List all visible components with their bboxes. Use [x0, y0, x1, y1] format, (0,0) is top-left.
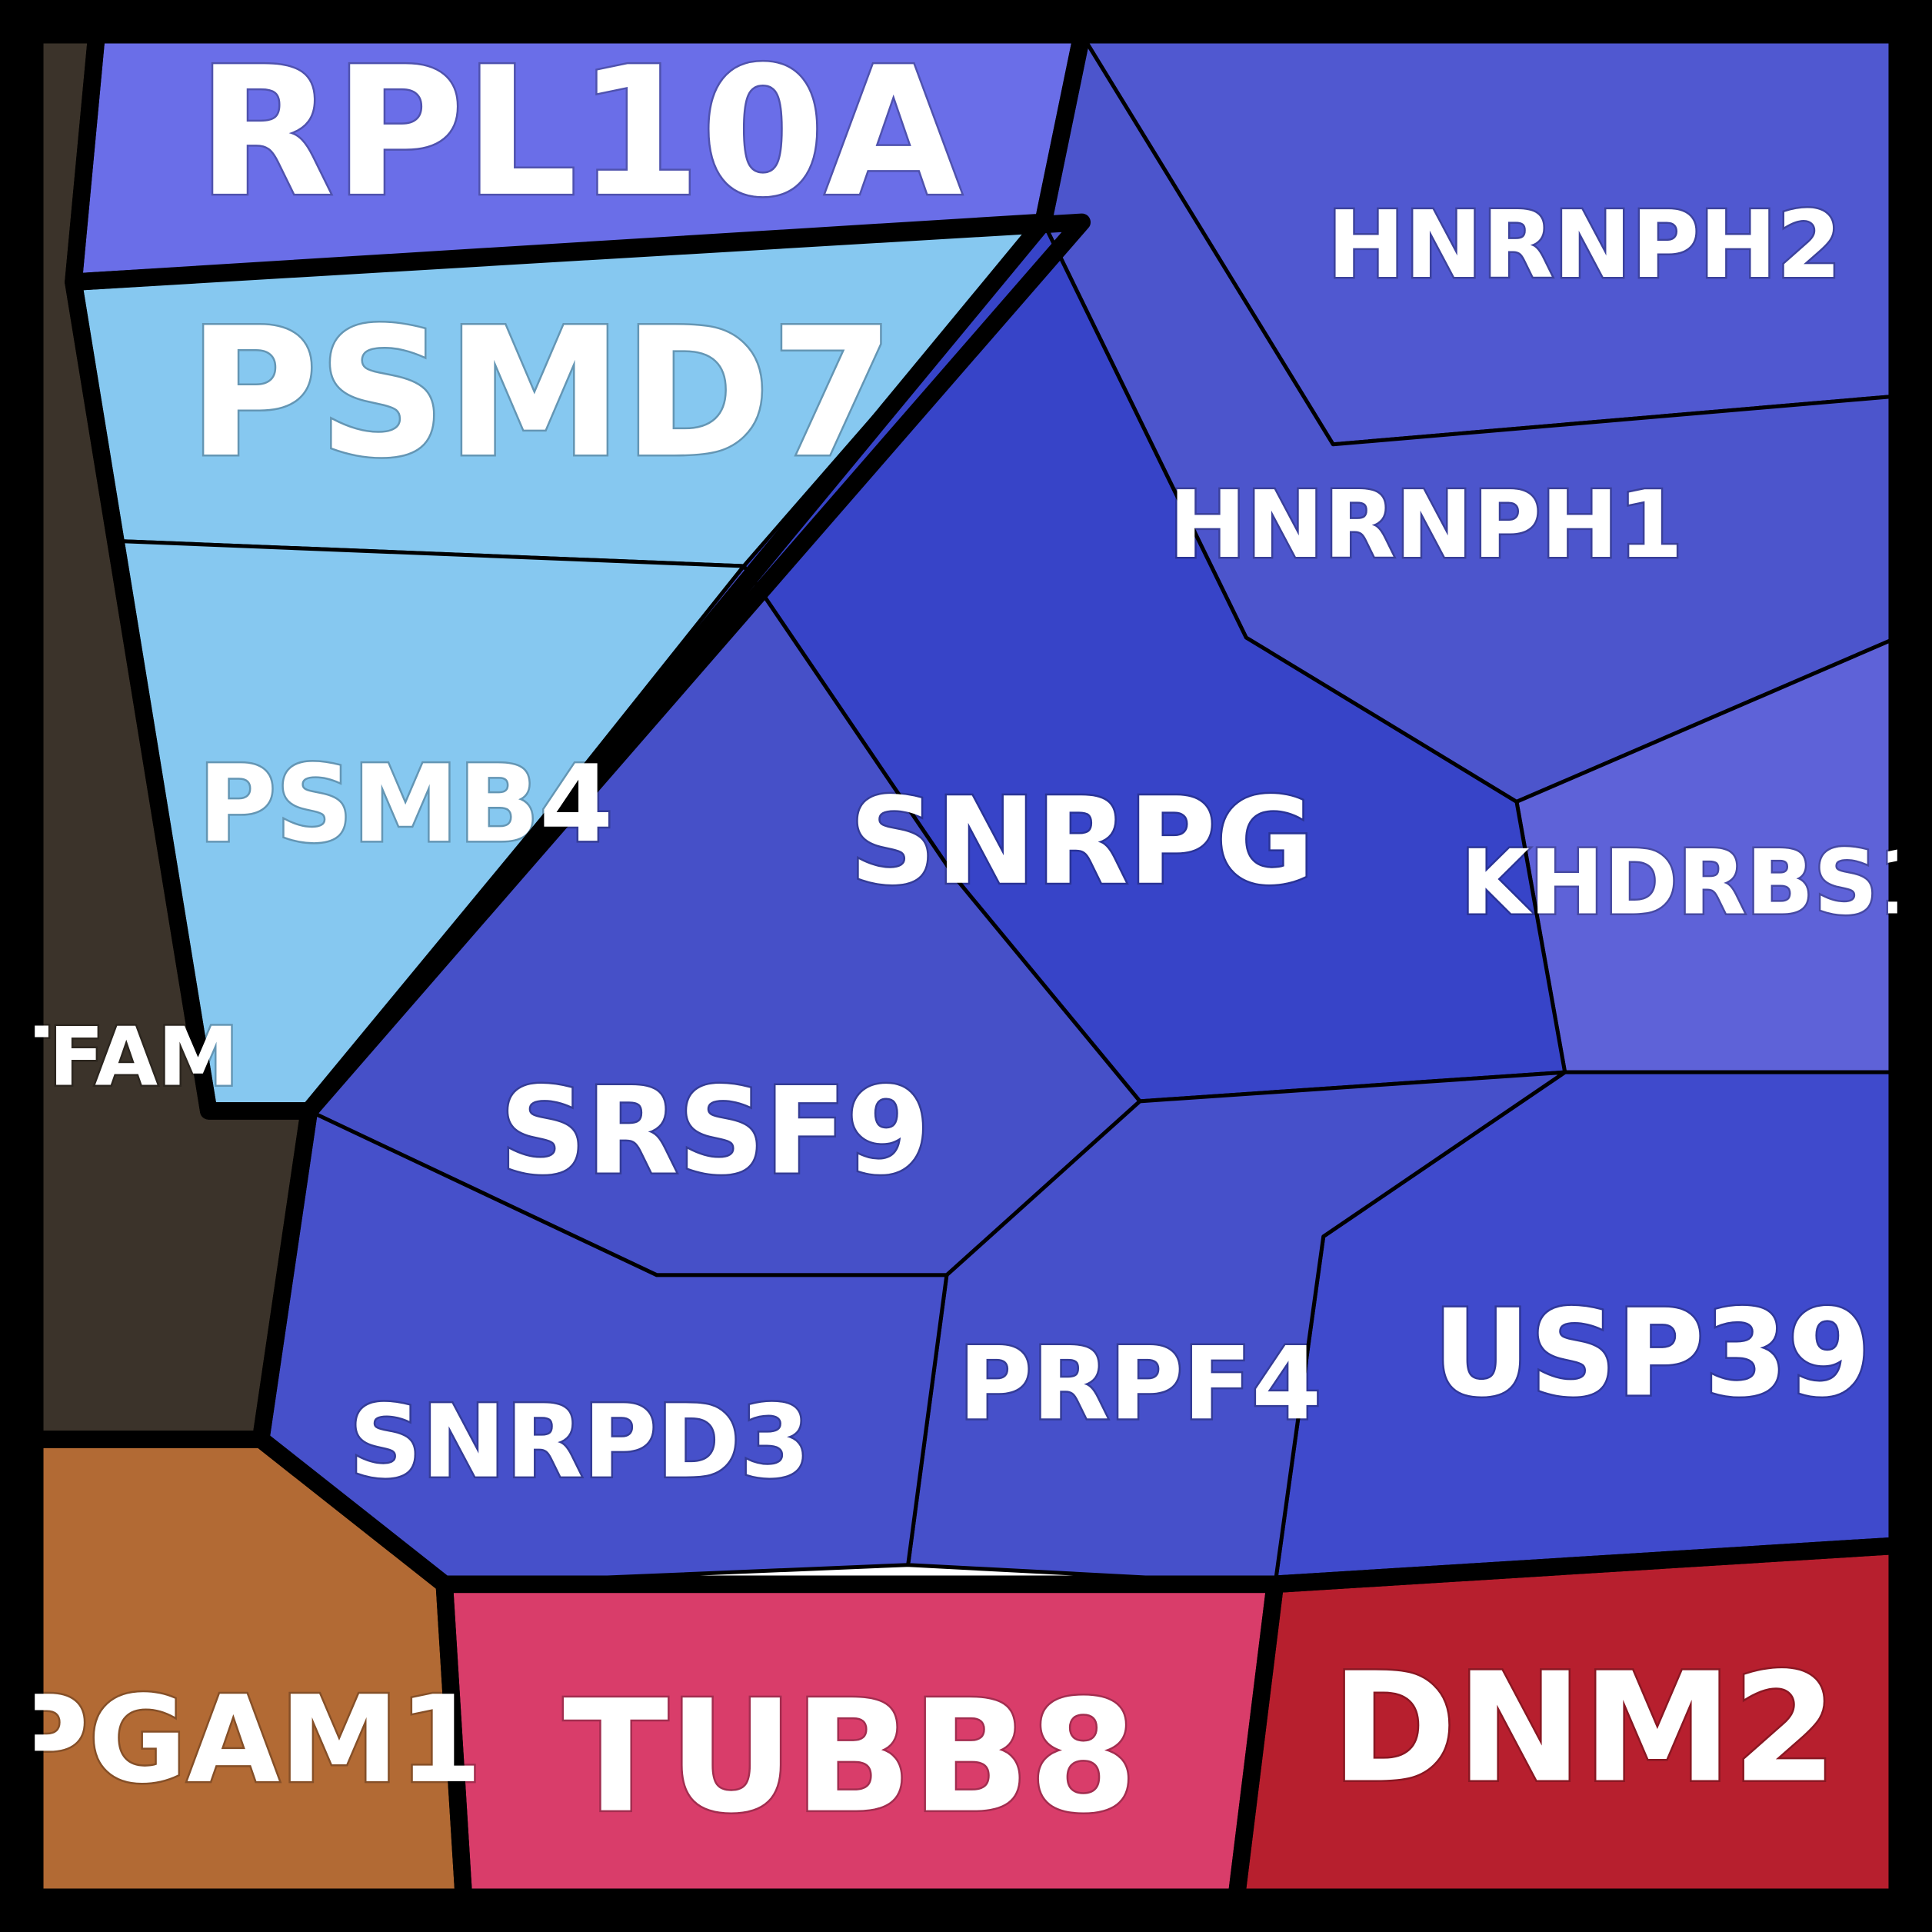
cell-label-psmb4: PSMB4: [198, 742, 614, 866]
cell-label-tubb8: TUBB8: [563, 1667, 1137, 1847]
cell-label-snrpd3: SNRPD3: [349, 1384, 810, 1501]
cell-label-snrpg: SNRPG: [850, 771, 1314, 911]
cell-label-hnrnph1: HNRNPH1: [1169, 471, 1684, 579]
cell-label-hnrnph2: HNRNPH2: [1327, 192, 1841, 299]
cell-label-prpf4: PRPF4: [958, 1325, 1321, 1442]
cell-label-srsf9: SRSF9: [500, 1061, 930, 1201]
cell-label-dnm2: DNM2: [1331, 1641, 1837, 1817]
cell-label-psmd7: PSMD7: [188, 289, 894, 497]
voronoi-treemap: RPL10A PSMD7 PSMB4 TFAM PGAM1 TUBB8 DNM2 HNRNPH…: [0, 0, 1932, 1932]
cell-label-khdrbs1: KHDRBS1: [1461, 831, 1932, 934]
cell-label-usp39: USP39: [1433, 1283, 1870, 1423]
cell-label-pgam1: PGAM1: [1, 1670, 482, 1810]
cell-label-rpl10a: RPL10A: [197, 28, 962, 236]
cell-label-tfam: TFAM: [0, 1009, 238, 1104]
